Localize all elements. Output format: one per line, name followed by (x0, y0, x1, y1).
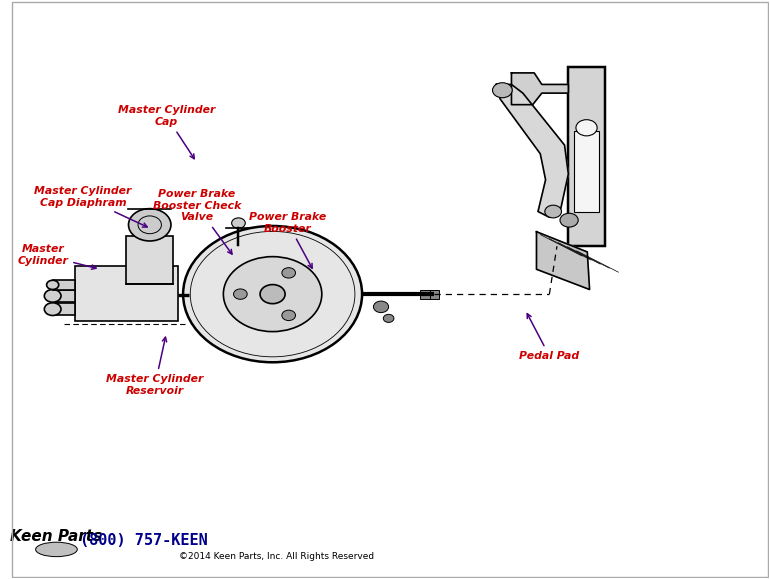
Text: Master
Cylinder: Master Cylinder (18, 244, 96, 269)
Text: Keen Parts: Keen Parts (10, 529, 102, 544)
Text: Power Brake
Booster: Power Brake Booster (249, 212, 326, 268)
Text: Master Cylinder
Reservoir: Master Cylinder Reservoir (106, 337, 204, 395)
Circle shape (560, 213, 578, 227)
Circle shape (233, 289, 247, 299)
Circle shape (576, 120, 598, 136)
Bar (126, 236, 173, 284)
Text: Master Cylinder
Cap: Master Cylinder Cap (118, 105, 215, 159)
Circle shape (129, 208, 171, 241)
Circle shape (45, 290, 61, 302)
Bar (52, 290, 75, 302)
Bar (420, 290, 430, 299)
Circle shape (282, 267, 296, 278)
Circle shape (47, 280, 59, 290)
Text: (800) 757-KEEN: (800) 757-KEEN (80, 533, 208, 548)
Circle shape (373, 301, 389, 313)
Text: ©2014 Keen Parts, Inc. All Rights Reserved: ©2014 Keen Parts, Inc. All Rights Reserv… (179, 552, 374, 561)
Bar (430, 290, 440, 299)
Circle shape (260, 285, 285, 303)
Circle shape (45, 303, 61, 316)
Circle shape (183, 226, 362, 362)
Text: Master Cylinder
Cap Diaphram: Master Cylinder Cap Diaphram (35, 186, 147, 227)
Circle shape (545, 205, 561, 218)
Circle shape (282, 310, 296, 321)
Circle shape (223, 256, 322, 332)
Circle shape (383, 314, 394, 323)
Bar (568, 67, 604, 246)
Circle shape (493, 83, 512, 98)
Polygon shape (497, 85, 568, 217)
Ellipse shape (35, 542, 77, 556)
Circle shape (232, 218, 246, 228)
Bar (574, 131, 599, 211)
Polygon shape (511, 73, 568, 105)
Text: Power Brake
Booster Check
Valve: Power Brake Booster Check Valve (152, 189, 241, 254)
Bar (75, 266, 178, 321)
Text: Pedal Pad: Pedal Pad (519, 314, 580, 361)
Bar (52, 303, 75, 316)
Polygon shape (537, 232, 590, 290)
Bar (52, 280, 75, 290)
